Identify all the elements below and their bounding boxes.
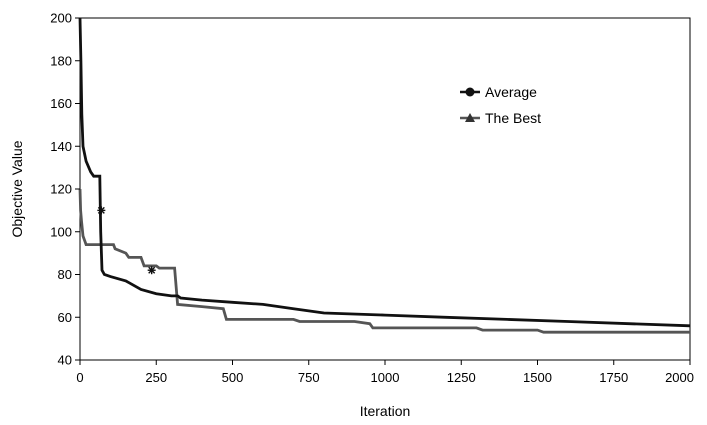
y-tick-label: 140 [50, 139, 72, 154]
x-tick-label: 250 [145, 370, 167, 385]
x-tick-label: 0 [76, 370, 83, 385]
x-axis-title: Iteration [360, 403, 411, 419]
legend-best-marker-icon [465, 113, 475, 122]
x-tick-label: 1250 [447, 370, 476, 385]
y-tick-label: 80 [58, 267, 72, 282]
legend-average-label: Average [485, 84, 537, 100]
series-line-the-best [78, 188, 690, 334]
series-layer [78, 17, 691, 334]
x-tick-label: 2000 [665, 370, 694, 385]
x-tick-label: 750 [298, 370, 320, 385]
star-marker-icon [147, 266, 156, 275]
x-tick-label: 1000 [371, 370, 400, 385]
legend-best-label: The Best [485, 110, 541, 126]
y-tick-label: 160 [50, 96, 72, 111]
x-tick-label: 1750 [599, 370, 628, 385]
star-marker-icon [97, 206, 106, 215]
y-axis-ticks: 40 60 80 100 120 140 160 180 200 [50, 11, 80, 368]
y-tick-label: 200 [50, 11, 72, 26]
x-tick-label: 500 [222, 370, 244, 385]
x-axis-ticks: 0 250 500 750 1000 1250 1500 1750 2000 [76, 360, 694, 385]
y-tick-label: 100 [50, 224, 72, 239]
x-tick-label: 1500 [523, 370, 552, 385]
annotation-layer [97, 206, 156, 275]
legend: Average The Best [460, 84, 541, 126]
legend-average-marker-icon [465, 87, 475, 97]
y-tick-label: 60 [58, 310, 72, 325]
series-line-average [78, 17, 691, 328]
y-tick-label: 180 [50, 53, 72, 68]
y-axis-title: Objective Value [9, 140, 25, 237]
y-tick-label: 120 [50, 182, 72, 197]
plot-frame [79, 17, 691, 361]
y-tick-label: 40 [58, 353, 72, 368]
